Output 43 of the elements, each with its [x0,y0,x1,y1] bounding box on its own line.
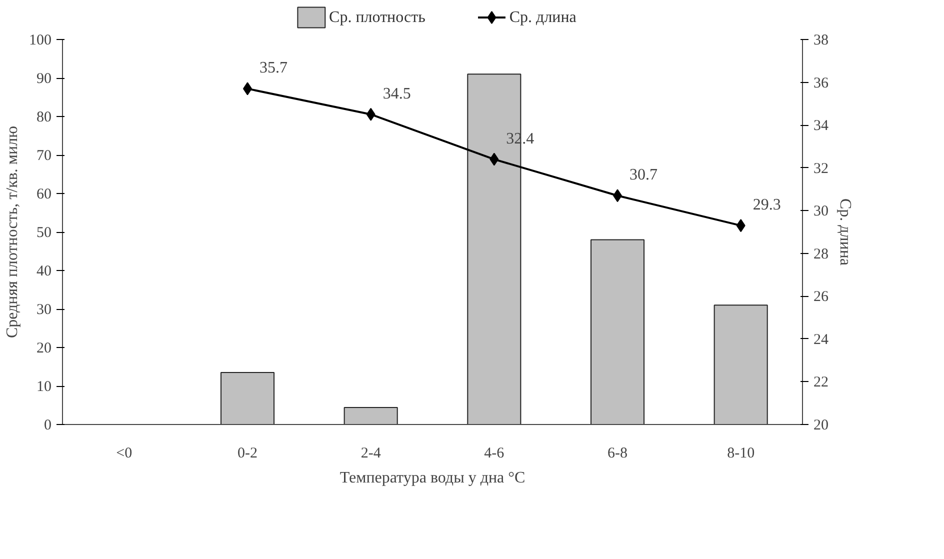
y-tick-label: 70 [36,148,52,164]
data-label: 29.3 [752,196,781,214]
y-tick-label: 100 [29,32,52,48]
y-tick-label: 10 [36,379,52,395]
point [490,152,499,166]
data-label: 30.7 [630,166,658,184]
bar [714,304,768,424]
x-tick-label: 8-10 [727,446,755,462]
y2-tick-label: 32 [814,160,828,177]
point [736,219,746,232]
y2-tick-label: 24 [814,332,829,348]
data-label: 34.5 [382,85,411,102]
y2-tick-label: 20 [814,418,828,434]
x-tick-label: 0-2 [238,446,258,462]
y-tick-label: 80 [36,110,52,126]
data-label: 35.7 [260,60,288,77]
x-tick-label: 4-6 [484,446,505,462]
y-tick-label: 0 [44,418,52,434]
y-tick-label: 90 [36,71,52,87]
x-tick-label: 2-4 [360,446,382,462]
point [366,108,376,121]
y2-tick-label: 34 [814,118,829,134]
y2-axis-title: Ср. длина [836,198,854,266]
y-tick-label: 40 [36,264,52,280]
y-axis-title: Средняя плотность, т/кв. милю [4,126,21,338]
y2-tick-label: 38 [814,32,828,48]
y-tick-label: 20 [36,340,52,356]
y2-tick-label: 28 [814,246,828,262]
bar [590,239,645,424]
x-tick-label: <0 [116,446,132,462]
legend-label: Ср. плотность [329,9,426,26]
x-axis-title: Температура воды у дна °C [340,470,526,486]
legend-label: Ср. длина [509,9,576,26]
bar [220,372,275,424]
y2-tick-label: 22 [814,374,828,391]
y-tick-label: 60 [36,186,52,202]
bar [344,407,398,424]
y2-tick-label: 36 [814,75,829,92]
y2-tick-label: 30 [814,204,828,220]
x-tick-label: 6-8 [608,446,628,462]
y-tick-label: 50 [36,225,52,241]
y-tick-label: 30 [36,302,52,318]
y2-tick-label: 26 [814,289,829,306]
